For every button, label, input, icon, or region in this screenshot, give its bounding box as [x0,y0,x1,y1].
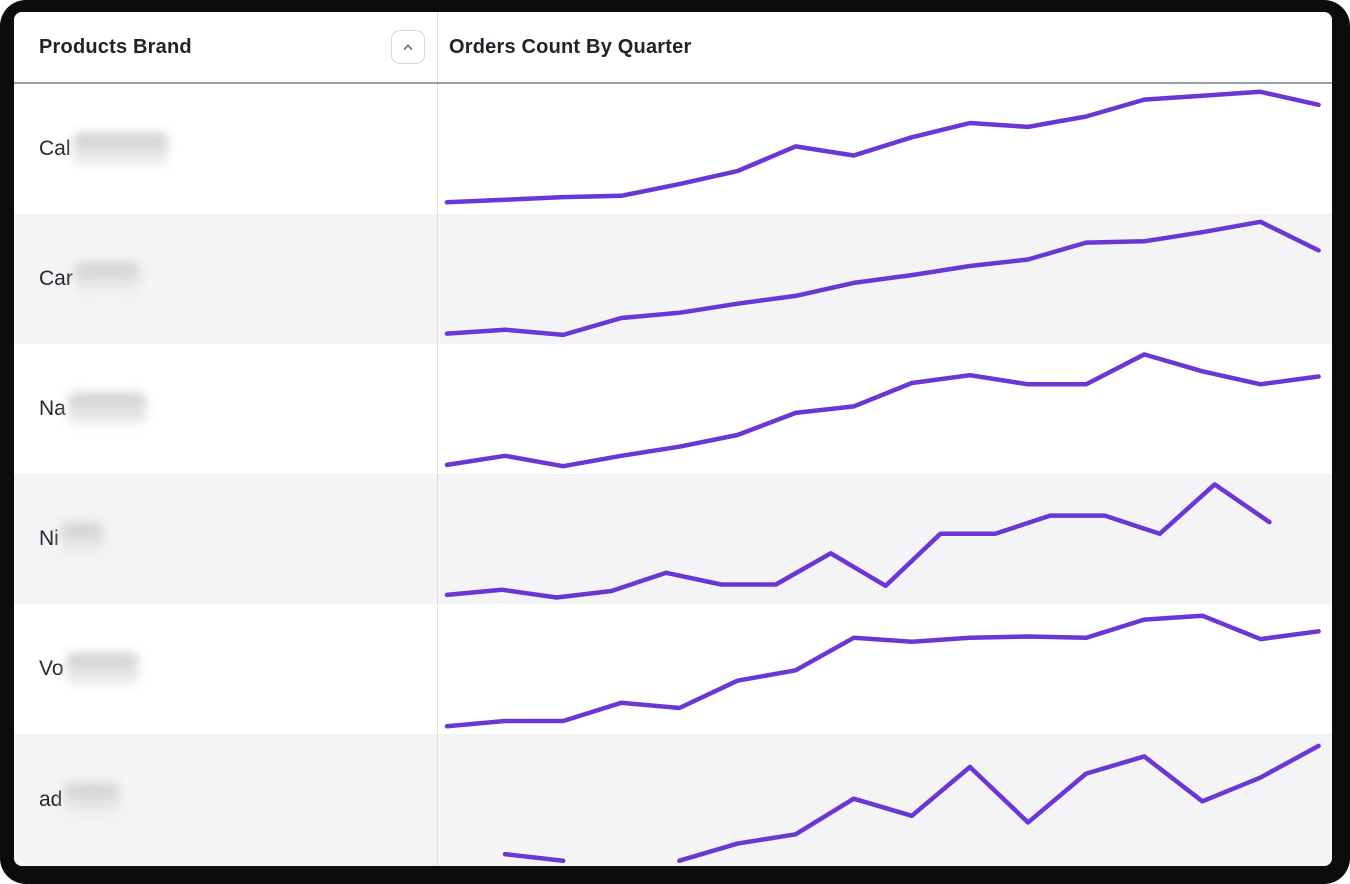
brand-label-cell: ad [14,734,438,866]
table-row[interactable]: Na [14,344,1332,474]
brand-label-prefix: Ni [39,527,59,550]
results-table-panel: Products Brand Orders Count By Quarter C… [14,12,1332,866]
redacted-brand-blur [72,132,168,166]
column-header-orders-count: Orders Count By Quarter [438,12,1332,82]
table-body: Cal Car Na Ni Vo ad [14,84,1332,866]
sparkline-cell [438,604,1332,734]
brand-label-prefix: Vo [39,657,64,680]
sparkline-cell [438,214,1332,344]
sparkline-chart [438,604,1332,734]
brand-label-cell: Car [14,214,438,344]
brand-label-prefix: Na [39,397,66,420]
table-row[interactable]: Vo [14,604,1332,734]
redacted-brand-blur [64,783,120,817]
column-header-label: Products Brand [39,35,192,58]
brand-label-cell: Ni [14,474,438,604]
sparkline-cell [438,474,1332,604]
table-row[interactable]: Cal [14,84,1332,214]
sparkline-chart [438,474,1332,604]
sparkline-cell [438,84,1332,214]
table-row[interactable]: Car [14,214,1332,344]
redacted-brand-blur [65,652,138,686]
brand-label-prefix: Cal [39,137,71,160]
brand-label-cell: Na [14,344,438,474]
table-header: Products Brand Orders Count By Quarter [14,12,1332,84]
sparkline-chart [438,344,1332,474]
brand-label-prefix: Car [39,267,73,290]
sparkline-chart [438,84,1332,214]
brand-label-cell: Vo [14,604,438,734]
brand-label-cell: Cal [14,84,438,214]
redacted-brand-blur [74,262,139,296]
sparkline-chart [438,214,1332,344]
column-header-label: Orders Count By Quarter [449,35,692,58]
chevron-up-icon [398,37,418,57]
sparkline-cell [438,734,1332,866]
brand-label-prefix: ad [39,788,63,811]
redacted-brand-blur [67,392,146,426]
table-row[interactable]: ad [14,734,1332,866]
redacted-brand-blur [60,522,103,556]
column-header-products-brand: Products Brand [14,12,438,82]
sort-button[interactable] [391,30,425,64]
sparkline-chart [438,734,1332,866]
sparkline-cell [438,344,1332,474]
table-row[interactable]: Ni [14,474,1332,604]
